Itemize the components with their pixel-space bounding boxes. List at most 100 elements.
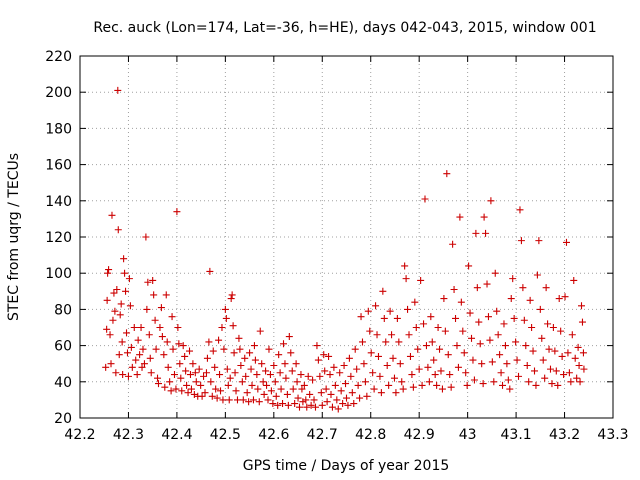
data-point — [517, 237, 525, 245]
data-point — [513, 356, 521, 364]
data-point — [222, 314, 230, 322]
data-point — [535, 237, 543, 245]
data-point — [192, 378, 200, 386]
data-point — [167, 387, 175, 395]
data-point — [549, 324, 557, 331]
data-point — [264, 396, 272, 404]
x-tick-label: 42.3 — [113, 427, 144, 443]
data-point — [447, 383, 455, 391]
data-point — [497, 369, 505, 377]
data-point — [128, 363, 136, 371]
data-point — [406, 352, 414, 360]
data-point — [385, 381, 393, 389]
data-point — [475, 318, 483, 326]
data-point — [500, 320, 508, 328]
data-point — [288, 367, 296, 375]
data-point — [134, 336, 142, 344]
data-point — [156, 324, 164, 331]
data-point — [280, 340, 288, 348]
data-point — [478, 360, 486, 368]
data-point — [453, 342, 461, 350]
data-point — [548, 380, 556, 388]
data-point — [557, 327, 565, 335]
data-point — [142, 233, 150, 241]
data-point — [293, 378, 301, 386]
data-point — [388, 331, 396, 339]
data-point — [519, 284, 527, 292]
data-point — [562, 238, 570, 246]
data-point — [114, 86, 122, 94]
data-point — [462, 369, 470, 377]
data-point — [483, 280, 491, 288]
data-point — [150, 291, 158, 299]
data-point — [546, 365, 554, 373]
data-point — [287, 349, 295, 357]
x-axis-title: GPS time / Days of year 2015 — [243, 458, 450, 474]
data-point — [201, 389, 209, 397]
data-point — [411, 298, 419, 306]
data-point — [479, 380, 487, 388]
data-point — [189, 360, 197, 368]
data-point — [166, 378, 174, 386]
x-tick-labels: 42.2 42.3 42.4 42.5 42.6 42.7 42.8 42.9 43 43.1 43… — [64, 427, 628, 443]
data-point — [157, 304, 165, 312]
data-point — [281, 360, 289, 368]
data-point — [266, 371, 274, 379]
data-point — [392, 389, 400, 397]
data-point — [399, 385, 407, 393]
data-point — [351, 345, 359, 353]
data-point — [446, 371, 454, 379]
x-tick-label: 43.2 — [549, 427, 580, 443]
data-point — [366, 327, 374, 335]
data-point — [213, 394, 221, 402]
data-point — [160, 351, 168, 359]
data-point — [545, 345, 553, 353]
data-point — [402, 275, 410, 283]
data-point — [289, 385, 297, 393]
data-point — [109, 316, 117, 324]
data-point — [395, 338, 403, 346]
data-point — [247, 365, 255, 373]
x-tick-label: 43.3 — [597, 427, 628, 443]
x-tick-label: 42.4 — [161, 427, 192, 443]
grid-lines — [80, 56, 613, 418]
data-point — [174, 324, 182, 331]
data-point — [294, 394, 302, 402]
data-point — [491, 269, 499, 277]
data-point — [102, 363, 110, 371]
y-tick-label: 200 — [45, 85, 72, 101]
data-point — [116, 311, 124, 319]
data-point — [333, 396, 341, 404]
data-point — [168, 313, 176, 321]
data-point — [226, 374, 234, 382]
data-point — [117, 300, 125, 308]
y-tick-label: 20 — [54, 411, 72, 427]
data-point — [152, 345, 160, 353]
data-point — [313, 342, 321, 350]
data-point — [207, 378, 215, 386]
data-point — [144, 278, 152, 286]
data-point — [263, 381, 271, 389]
data-point — [415, 365, 423, 373]
data-point — [425, 378, 433, 386]
data-point — [119, 371, 127, 379]
data-point — [298, 385, 306, 393]
data-point — [331, 381, 339, 389]
data-point — [430, 356, 438, 364]
data-point — [336, 369, 344, 377]
data-point — [232, 387, 240, 395]
data-point — [158, 333, 166, 341]
data-point — [490, 378, 498, 386]
data-point — [580, 365, 588, 373]
data-point — [145, 331, 153, 339]
data-point — [228, 291, 236, 299]
data-point — [364, 307, 372, 315]
data-point — [138, 363, 146, 371]
data-point — [363, 392, 371, 400]
data-point — [243, 389, 251, 397]
data-point — [328, 403, 336, 411]
data-point — [220, 345, 228, 353]
data-point — [558, 352, 566, 360]
data-point — [253, 371, 261, 379]
